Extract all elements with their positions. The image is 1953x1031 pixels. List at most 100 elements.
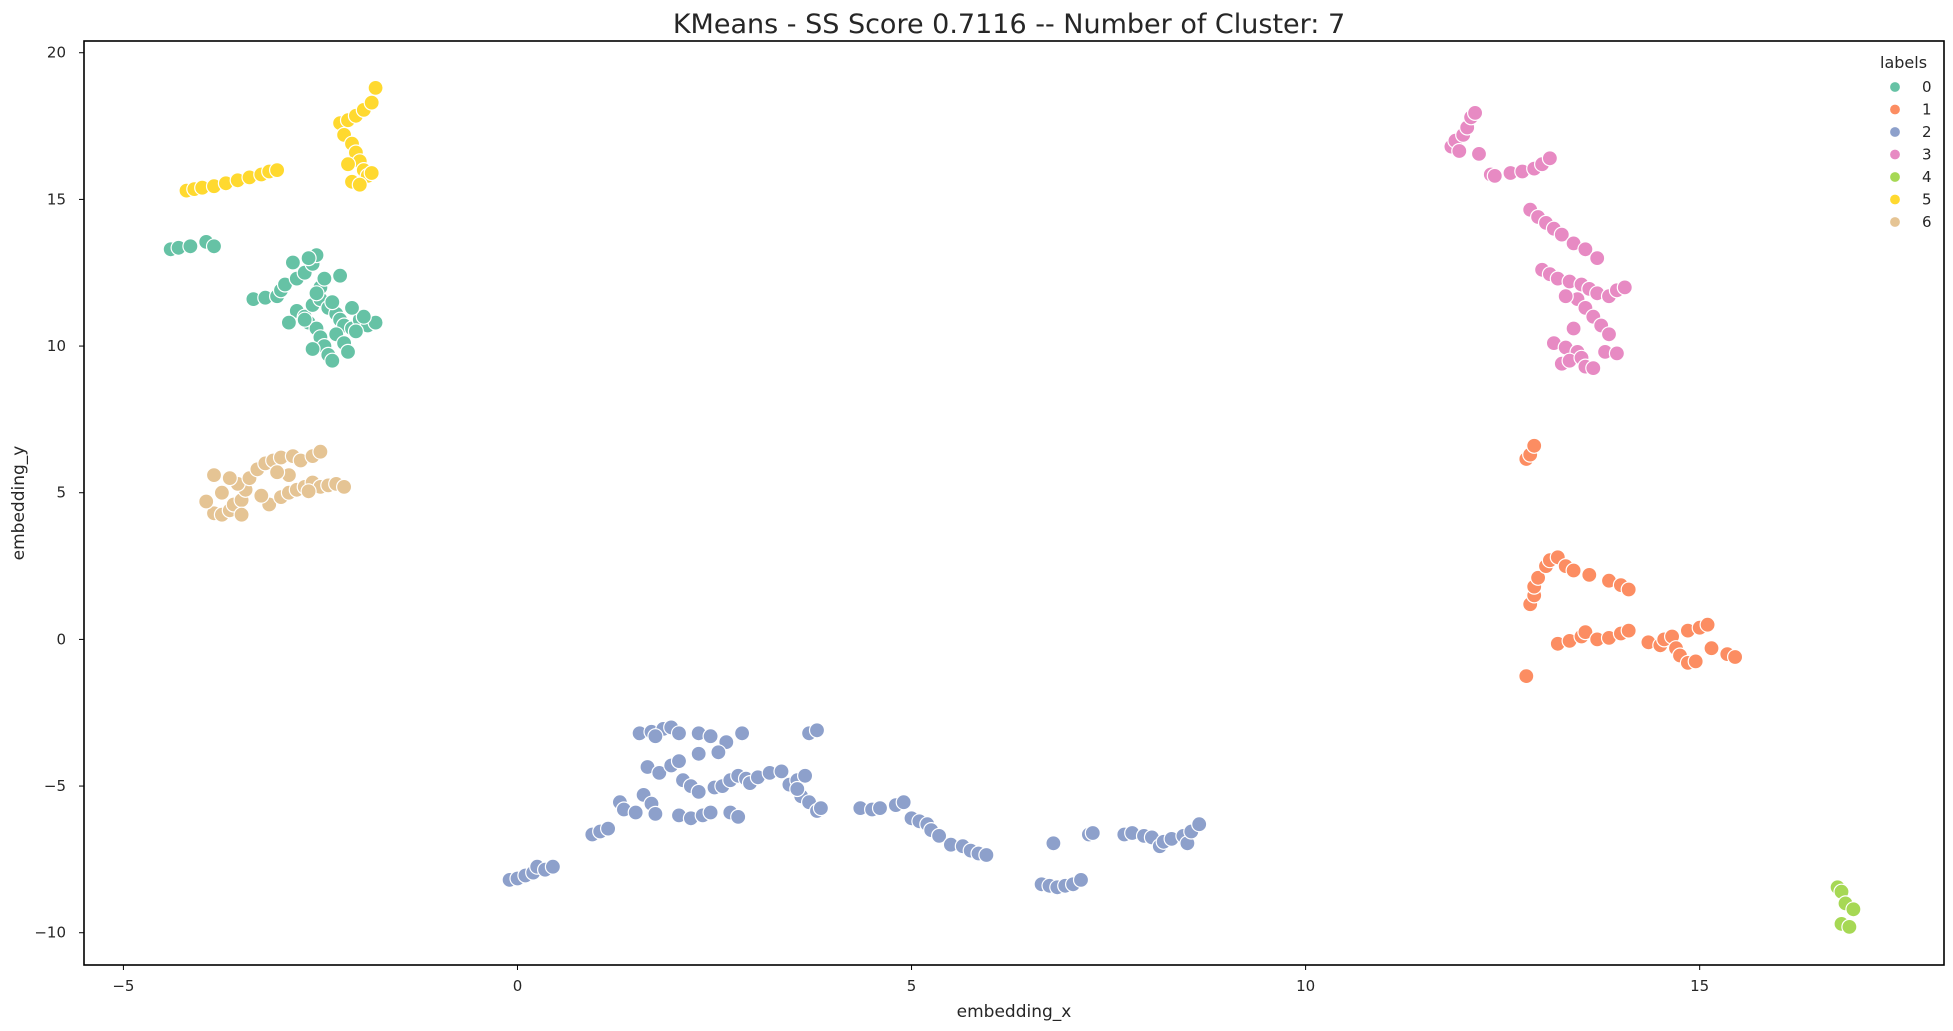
x-tick-label: 5 bbox=[907, 977, 917, 995]
data-point-cluster-0 bbox=[296, 311, 313, 328]
data-point-cluster-1 bbox=[1699, 616, 1716, 633]
points-layer bbox=[162, 79, 1862, 936]
data-point-cluster-2 bbox=[808, 722, 826, 739]
data-point-cluster-1 bbox=[1620, 581, 1637, 598]
data-point-cluster-0 bbox=[343, 299, 361, 316]
data-point-cluster-1 bbox=[1581, 566, 1598, 584]
data-point-cluster-2 bbox=[789, 780, 806, 798]
data-point-cluster-2 bbox=[733, 725, 751, 742]
data-point-cluster-2 bbox=[690, 745, 707, 762]
data-point-cluster-2 bbox=[930, 827, 948, 845]
y-tick-label: 20 bbox=[47, 44, 66, 62]
legend-marker-2 bbox=[1888, 125, 1902, 139]
legend-label-1: 1 bbox=[1922, 101, 1932, 119]
data-point-cluster-2 bbox=[1191, 816, 1208, 833]
data-point-cluster-3 bbox=[1589, 250, 1606, 267]
series-1 bbox=[1518, 437, 1744, 685]
data-point-cluster-6 bbox=[312, 443, 329, 460]
plot-area bbox=[83, 40, 1945, 966]
data-point-cluster-1 bbox=[1703, 640, 1720, 657]
legend-marker-6 bbox=[1888, 215, 1902, 229]
data-point-cluster-3 bbox=[1600, 326, 1618, 343]
data-point-cluster-0 bbox=[347, 323, 364, 340]
data-point-cluster-2 bbox=[1045, 835, 1062, 852]
data-point-cluster-2 bbox=[895, 794, 912, 811]
data-point-cluster-2 bbox=[871, 799, 889, 817]
data-point-cluster-1 bbox=[1565, 562, 1582, 579]
data-point-cluster-2 bbox=[812, 799, 830, 817]
series-6 bbox=[198, 443, 353, 523]
data-point-cluster-3 bbox=[1553, 226, 1570, 243]
data-point-cluster-1 bbox=[1577, 623, 1594, 641]
data-point-cluster-2 bbox=[647, 728, 664, 745]
data-point-cluster-2 bbox=[773, 763, 790, 780]
data-point-cluster-6 bbox=[213, 484, 230, 501]
data-point-cluster-2 bbox=[670, 752, 688, 770]
data-point-cluster-2 bbox=[796, 767, 814, 784]
chart-title: KMeans - SS Score 0.7116 -- Number of Cl… bbox=[673, 9, 1345, 40]
y-tick-label: −10 bbox=[34, 924, 66, 942]
series-0 bbox=[162, 233, 384, 369]
data-point-cluster-6 bbox=[300, 483, 317, 500]
data-point-cluster-1 bbox=[1526, 437, 1543, 454]
data-point-cluster-2 bbox=[730, 808, 747, 826]
data-point-cluster-3 bbox=[1565, 320, 1582, 337]
data-point-cluster-5 bbox=[363, 164, 380, 182]
data-point-cluster-0 bbox=[304, 340, 321, 358]
data-point-cluster-2 bbox=[710, 744, 727, 761]
data-point-cluster-6 bbox=[205, 467, 223, 484]
data-point-cluster-6 bbox=[336, 478, 353, 495]
x-tick-label: 15 bbox=[1690, 977, 1709, 995]
data-point-cluster-3 bbox=[1557, 288, 1574, 305]
data-point-cluster-6 bbox=[269, 464, 286, 481]
data-point-cluster-0 bbox=[316, 270, 333, 287]
series-5 bbox=[178, 79, 384, 199]
data-point-cluster-5 bbox=[363, 94, 380, 111]
data-point-cluster-3 bbox=[1541, 150, 1559, 167]
x-tick-label: 10 bbox=[1296, 977, 1315, 995]
data-point-cluster-0 bbox=[355, 308, 372, 325]
data-point-cluster-3 bbox=[1616, 279, 1633, 296]
data-point-cluster-1 bbox=[1518, 667, 1535, 685]
data-point-cluster-1 bbox=[1620, 622, 1637, 639]
data-point-cluster-2 bbox=[1084, 824, 1101, 842]
legend-title: labels bbox=[1880, 53, 1927, 72]
data-point-cluster-0 bbox=[332, 267, 349, 284]
data-point-cluster-2 bbox=[702, 728, 719, 745]
data-point-cluster-6 bbox=[221, 470, 238, 487]
data-point-cluster-0 bbox=[284, 254, 301, 271]
series-2 bbox=[501, 719, 1208, 896]
data-point-cluster-2 bbox=[651, 764, 668, 782]
data-point-cluster-2 bbox=[599, 820, 617, 837]
data-point-cluster-2 bbox=[690, 783, 707, 801]
legend-label-2: 2 bbox=[1922, 123, 1932, 141]
data-point-cluster-3 bbox=[1585, 360, 1602, 377]
data-point-cluster-0 bbox=[280, 314, 297, 331]
data-point-cluster-6 bbox=[198, 493, 215, 510]
data-point-cluster-4 bbox=[1841, 918, 1858, 936]
data-point-cluster-5 bbox=[367, 79, 384, 97]
data-point-cluster-3 bbox=[1470, 145, 1488, 162]
y-tick-label: 15 bbox=[47, 190, 66, 208]
y-tick-label: 5 bbox=[56, 484, 66, 502]
data-point-cluster-4 bbox=[1845, 901, 1862, 918]
legend-marker-5 bbox=[1888, 193, 1902, 206]
data-point-cluster-2 bbox=[647, 805, 664, 823]
data-point-cluster-2 bbox=[627, 804, 644, 821]
data-point-cluster-0 bbox=[308, 285, 325, 302]
legend-label-5: 5 bbox=[1922, 191, 1932, 209]
series-4 bbox=[1829, 879, 1862, 936]
data-point-cluster-1 bbox=[1726, 648, 1744, 666]
legend-label-4: 4 bbox=[1922, 168, 1932, 186]
data-point-cluster-5 bbox=[269, 162, 286, 179]
y-tick-label: −5 bbox=[44, 777, 66, 795]
data-point-cluster-0 bbox=[324, 352, 341, 369]
data-point-cluster-5 bbox=[351, 176, 368, 193]
legend-label-0: 0 bbox=[1922, 78, 1932, 96]
x-axis-label: embedding_x bbox=[957, 1002, 1072, 1022]
legend-label-6: 6 bbox=[1922, 213, 1932, 231]
data-point-cluster-3 bbox=[1577, 241, 1594, 258]
series-3 bbox=[1443, 104, 1633, 377]
data-point-cluster-0 bbox=[300, 250, 317, 267]
